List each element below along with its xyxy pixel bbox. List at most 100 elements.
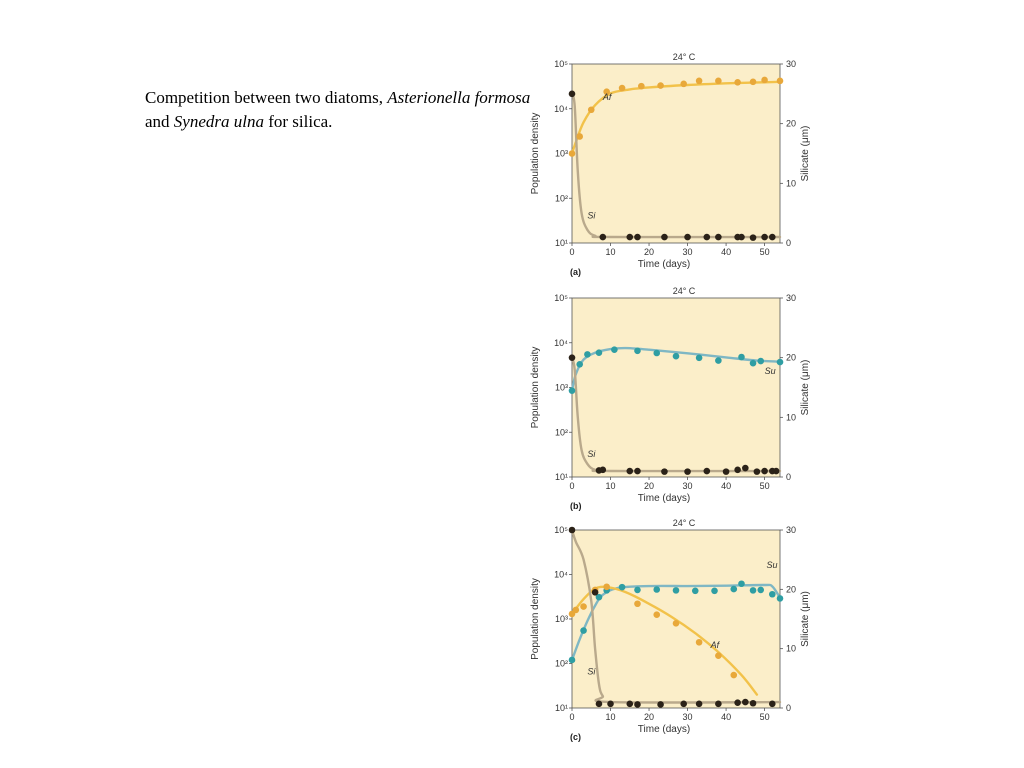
data-point-af [761, 76, 768, 84]
data-point-si [749, 234, 757, 241]
chart-panel-3: 24° C 0 10 20 30 40 50 Time (days) 10¹ 10² 10³ 10⁴ 1… [530, 518, 811, 742]
data-point-su [738, 580, 745, 588]
data-point-si [568, 526, 576, 534]
y2-axis-label: Silicate (μm) [800, 591, 811, 647]
y2-tick-label: 10 [786, 412, 796, 422]
series-label-si: Si [587, 667, 596, 677]
data-point-su [595, 349, 603, 356]
data-point-si [695, 700, 703, 708]
series-label-si: Si [587, 449, 596, 459]
y-tick-label: 10² [555, 193, 568, 203]
panel-label: (b) [570, 501, 582, 511]
data-point-si [634, 467, 641, 475]
x-tick-label: 30 [683, 481, 693, 491]
data-point-si [761, 467, 768, 475]
data-point-si [634, 701, 641, 708]
data-point-si [738, 233, 745, 241]
plot-area [571, 297, 781, 478]
data-point-af [572, 606, 580, 614]
x-tick-label: 40 [721, 712, 731, 722]
data-point-si [734, 466, 741, 474]
y2-tick-label: 30 [786, 293, 796, 303]
data-point-su [576, 360, 584, 368]
data-point-su [580, 627, 587, 634]
data-point-su [757, 357, 765, 365]
caption-and: and [145, 112, 174, 131]
y2-tick-label: 20 [786, 119, 796, 129]
data-point-si [680, 700, 688, 708]
caption: Competition between two diatoms, Asterio… [145, 86, 545, 134]
data-point-su [776, 358, 784, 366]
y-axis-label: Population density [530, 347, 541, 429]
data-point-si [772, 467, 780, 475]
data-point-si [626, 467, 634, 475]
data-point-af [695, 77, 703, 85]
data-point-af [618, 84, 626, 92]
data-point-af [638, 82, 645, 90]
data-point-si [734, 699, 741, 706]
data-point-si [768, 233, 776, 241]
y2-tick-label: 10 [786, 178, 796, 188]
data-point-su [611, 346, 618, 353]
data-point-su [672, 587, 680, 594]
data-point-af [680, 80, 688, 88]
y-axis-label: Population density [530, 578, 541, 660]
y-tick-label: 10¹ [555, 472, 568, 482]
x-tick-label: 0 [569, 247, 574, 257]
y-tick-label: 10⁵ [554, 525, 568, 535]
data-point-af [603, 583, 610, 591]
y-tick-label: 10⁵ [554, 293, 568, 303]
x-tick-label: 50 [760, 712, 770, 722]
data-point-af [695, 638, 703, 646]
x-tick-label: 0 [569, 481, 574, 491]
data-point-af [653, 611, 661, 618]
data-point-si [607, 700, 614, 708]
data-point-si [761, 233, 768, 241]
data-point-si [599, 233, 607, 241]
data-point-su [730, 585, 738, 593]
x-tick-label: 50 [760, 481, 770, 491]
series-label-su: Su [767, 560, 778, 570]
data-point-si [661, 233, 668, 241]
data-point-af [603, 88, 610, 96]
data-point-su [568, 656, 576, 664]
chart-panel-1: 24° C 0 10 20 30 40 50 Time (days) 10¹ 10² 10³ 10⁴ 1… [530, 52, 811, 277]
data-point-su [672, 352, 680, 360]
data-point-af [576, 133, 584, 140]
data-point-si [626, 700, 634, 708]
data-point-si [722, 468, 730, 475]
data-point-af [568, 150, 576, 157]
data-point-su [768, 590, 776, 598]
data-point-su [653, 586, 661, 593]
data-point-si [753, 468, 761, 475]
data-point-si [703, 233, 711, 241]
y2-tick-label: 30 [786, 59, 796, 69]
data-point-si [715, 233, 722, 241]
data-point-su [757, 586, 765, 594]
data-point-si [599, 466, 607, 474]
caption-species-1: Asterionella formosa [387, 88, 531, 107]
y-tick-label: 10⁴ [554, 338, 568, 348]
x-tick-label: 30 [683, 712, 693, 722]
data-point-si [684, 233, 691, 241]
data-point-af [657, 82, 664, 89]
series-label-si: Si [587, 210, 596, 220]
y-tick-label: 10³ [555, 149, 568, 159]
data-point-af [634, 600, 641, 608]
data-point-si [595, 700, 603, 708]
data-point-su [738, 353, 745, 361]
x-tick-label: 10 [606, 247, 616, 257]
data-point-af [672, 620, 680, 627]
data-point-si [742, 698, 749, 706]
x-axis-label: Time (days) [638, 259, 690, 270]
y2-axis-label: Silicate (μm) [800, 360, 811, 416]
y-tick-label: 10⁵ [554, 59, 568, 69]
data-point-si [591, 589, 599, 596]
series-label-af: Af [710, 640, 721, 650]
x-tick-label: 0 [569, 712, 574, 722]
y-tick-label: 10⁴ [554, 570, 568, 580]
panel-label: (a) [570, 267, 581, 277]
y-axis-label: Population density [530, 113, 541, 195]
y2-tick-label: 10 [786, 644, 796, 654]
